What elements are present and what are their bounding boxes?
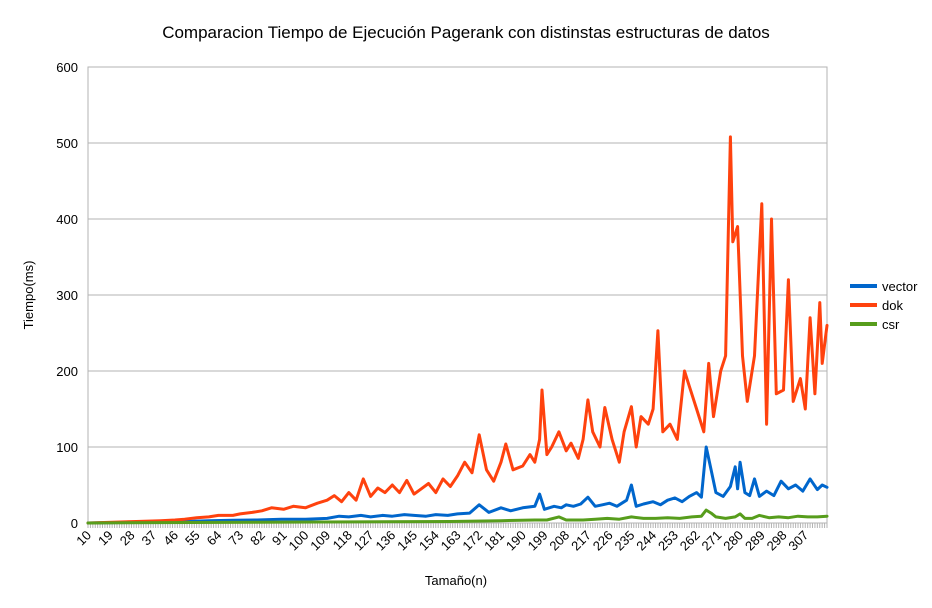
y-tick-label: 200 [56,364,78,379]
y-tick-label: 500 [56,136,78,151]
y-tick-label: 600 [56,60,78,75]
legend: vector dok csr [850,279,918,332]
chart-title: Comparacion Tiempo de Ejecución Pagerank… [162,23,770,42]
y-axis-title: Tiempo(ms) [21,261,36,330]
y-tick-label: 400 [56,212,78,227]
x-axis-title: Tamaño(n) [425,573,487,588]
series-line-dok [86,135,829,525]
y-tick-label: 300 [56,288,78,303]
legend-label-vector: vector [882,279,918,294]
y-tick-label: 100 [56,440,78,455]
grid [88,142,827,448]
legend-label-csr: csr [882,317,900,332]
y-tick-label: 0 [71,516,78,531]
series-line-vector [86,445,829,525]
y-axis-ticks: 0 100 200 300 400 500 600 [56,60,78,531]
series-lines [86,135,829,525]
legend-label-dok: dok [882,298,903,313]
series-line-csr [86,508,829,525]
